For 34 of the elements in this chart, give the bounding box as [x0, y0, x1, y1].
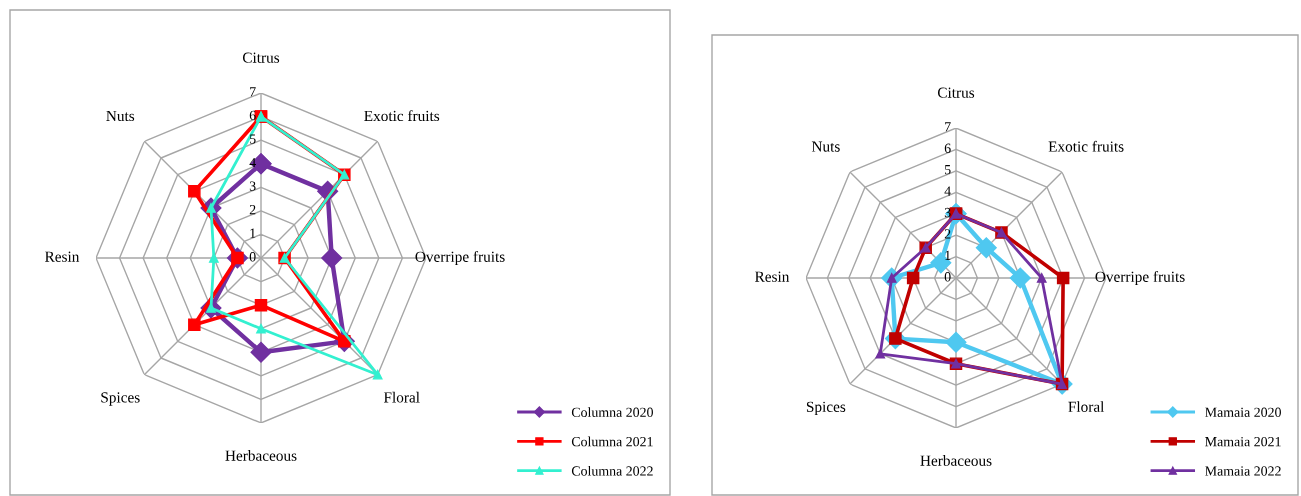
legend-label: Mamaia 2022: [1205, 466, 1281, 476]
y-tick-label: 2: [249, 205, 256, 215]
y-tick-label: 6: [944, 143, 951, 153]
spoke-label: Exotic fruits: [1048, 140, 1124, 152]
spoke-label: Citrus: [242, 52, 280, 63]
spoke-label: Nuts: [106, 110, 135, 122]
spoke-label: Nuts: [811, 141, 840, 152]
y-tick-label: 5: [250, 134, 256, 144]
spoke-label: Floral: [1068, 401, 1105, 412]
legend-label: Columna 2021: [571, 436, 653, 447]
y-tick-label: 0: [944, 272, 951, 282]
spoke-label: Herbaceous: [225, 450, 297, 461]
y-tick-label: 4: [944, 186, 951, 196]
y-tick-label: 1: [250, 228, 256, 238]
spoke-label: Herbaceous: [920, 455, 992, 466]
spoke-label: Overripe fruits: [1095, 270, 1185, 286]
spoke-label: Exotic fruits: [364, 110, 440, 122]
y-tick-label: 3: [249, 181, 256, 191]
spoke-label: Overripe fruits: [415, 250, 505, 266]
legend-label: Mamaia 2020: [1205, 407, 1281, 417]
spoke-label: Spices: [101, 392, 140, 406]
legend-label: Mamaia 2021: [1205, 436, 1281, 447]
spoke-label: Floral: [383, 391, 420, 403]
y-tick-label: 5: [945, 165, 951, 175]
legend-label: Columna 2020: [571, 407, 653, 417]
legend-label: Columna 2022: [571, 465, 653, 476]
y-tick-label: 0: [249, 252, 256, 262]
spoke-label: Spices: [806, 401, 846, 416]
spoke-label: Resin: [755, 271, 790, 282]
y-tick-label: 1: [945, 250, 951, 260]
spoke-label: Citrus: [937, 87, 975, 98]
y-tick-label: 7: [250, 87, 256, 97]
spoke-label: Resin: [45, 251, 80, 262]
y-tick-label: 7: [945, 122, 951, 132]
